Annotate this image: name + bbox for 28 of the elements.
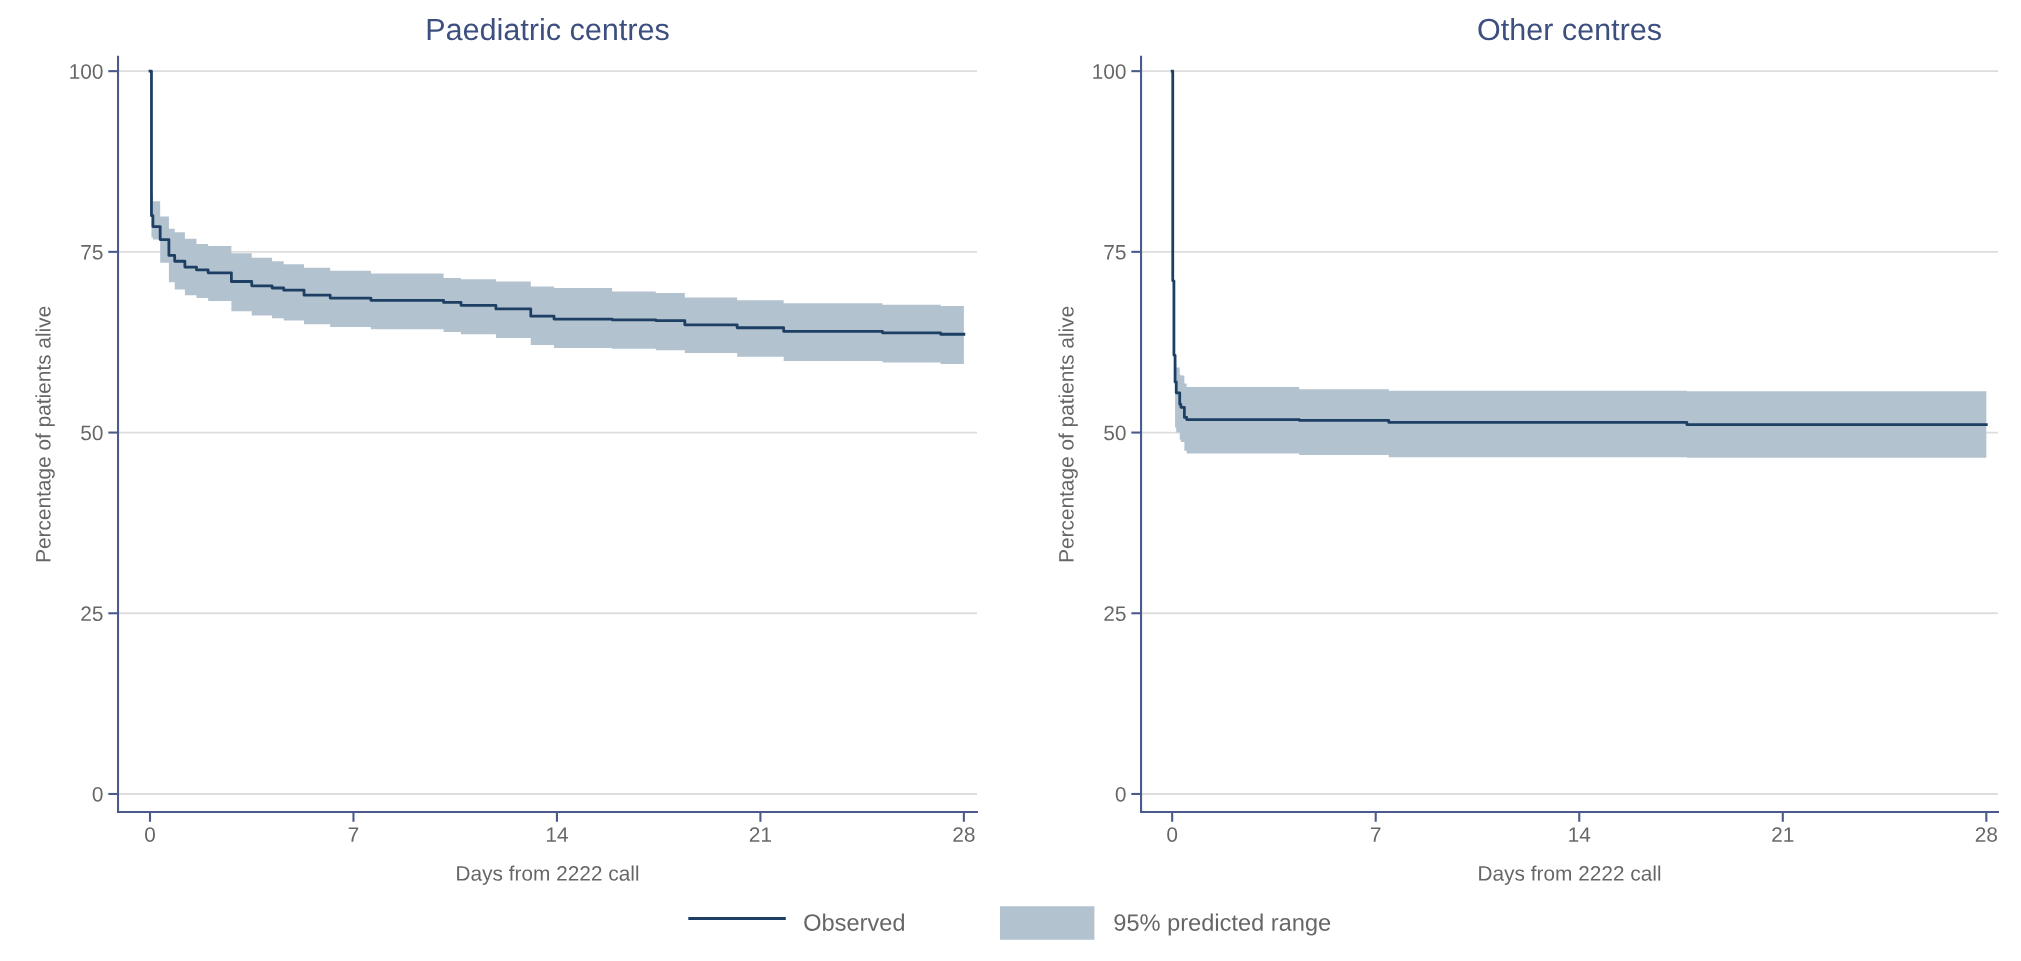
x-tick-label: 7 [1370,827,1381,842]
legend-label: Observed [804,913,904,931]
y-axis-title: Percentage of patients alive [1058,306,1078,562]
x-axis-title: Days from 2222 call [1479,865,1661,885]
chart-title: Paediatric centres [427,17,669,41]
y-tick-label: 100 [1093,64,1126,79]
x-tick-label: 21 [749,827,771,842]
x-tick-label: 21 [1772,827,1794,842]
y-tick-label: 50 [1104,425,1126,441]
y-tick-label: 25 [1104,606,1126,622]
y-tick-label: 100 [70,64,103,79]
text: 95% predicted range [1114,913,1331,936]
y-tick-label: 75 [81,245,103,260]
x-tick-label: 0 [1167,827,1178,842]
x-tick-label: 28 [953,827,975,842]
x-tick-label: 28 [1975,827,1998,842]
chart-title: Other centres [1478,17,1661,41]
x-tick-label: 14 [1569,827,1591,842]
y-tick-label: 25 [81,606,103,622]
y-tick-label: 50 [81,425,103,441]
x-tick-label: 7 [348,827,359,842]
x-tick-label: 14 [546,827,568,842]
y-axis-title: Percentage of patients alive [35,306,55,562]
y-tick-label: 75 [1104,245,1126,260]
y-tick-label: 0 [92,786,103,802]
x-tick-label: 0 [145,827,155,842]
x-axis-title: Days from 2222 call [457,865,639,885]
y-tick-label: 0 [1115,786,1126,802]
